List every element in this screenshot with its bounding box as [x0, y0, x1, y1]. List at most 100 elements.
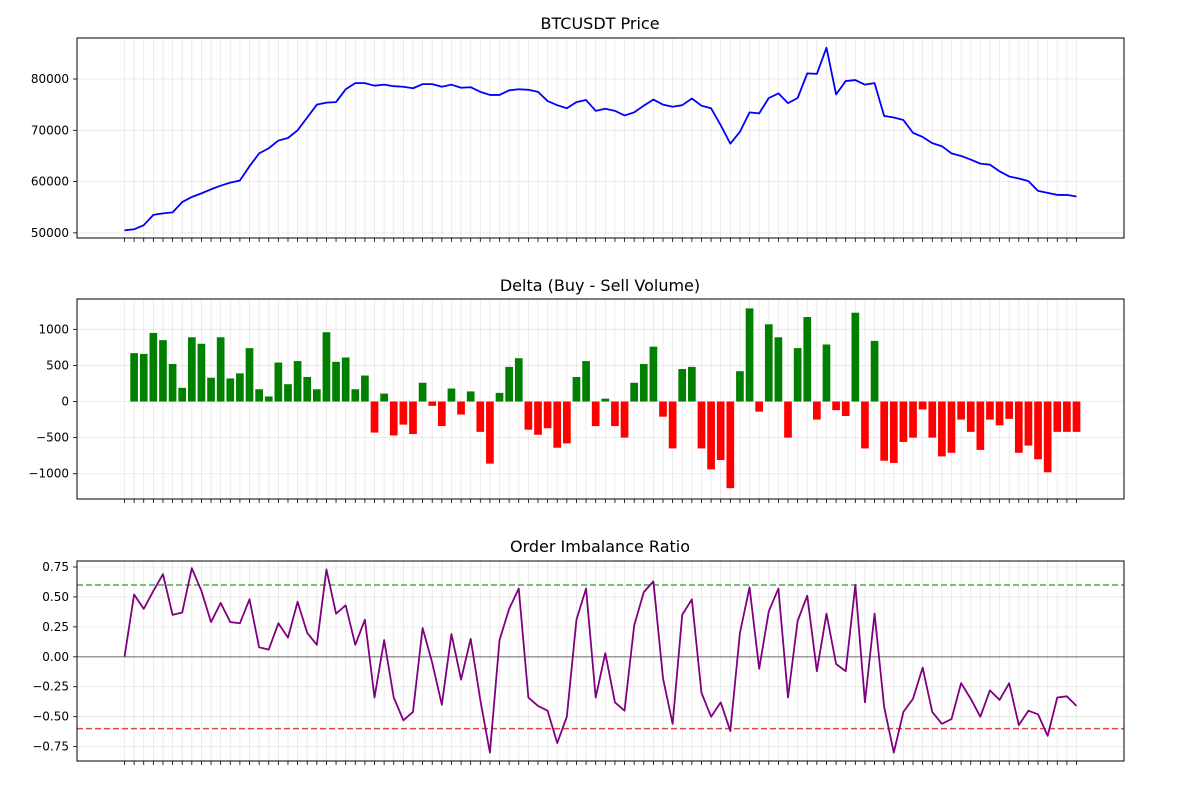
delta-bar — [784, 401, 792, 438]
series-line — [123, 567, 1078, 754]
delta-bar — [255, 389, 263, 402]
delta-bar — [409, 401, 417, 435]
y-tick-label: 0.75 — [42, 560, 69, 574]
delta-bar — [187, 337, 196, 402]
delta-bar — [495, 392, 504, 402]
delta-bar — [1014, 401, 1023, 453]
delta-bar — [428, 401, 437, 406]
delta-bar — [928, 401, 937, 438]
delta-bar — [976, 401, 985, 450]
delta-bar — [1072, 401, 1081, 432]
delta-bar — [591, 401, 600, 427]
delta-bar — [389, 401, 398, 436]
delta-bar — [793, 348, 802, 402]
imbalance-chart-panel: Order Imbalance Ratio −0.75 −0.50 −0.25 0.0… — [32, 537, 1125, 765]
delta-bar — [851, 312, 860, 402]
delta-bar — [149, 332, 158, 402]
delta-bar — [236, 373, 244, 402]
delta-bar — [207, 377, 215, 402]
delta-bar — [582, 361, 590, 402]
axes-frame — [76, 298, 1125, 500]
delta-bar — [130, 353, 138, 402]
delta-bar — [543, 401, 552, 429]
y-tick-label: 500 — [46, 358, 69, 372]
delta-bar — [168, 363, 177, 402]
y-tick-label: 70000 — [31, 123, 69, 137]
delta-bar — [572, 376, 581, 402]
y-tick-label: 50000 — [31, 226, 69, 240]
delta-bar — [1063, 401, 1071, 432]
price-chart-panel: BTCUSDT Price 50000 60000 70000 80000 — [31, 14, 1125, 242]
delta-bar — [351, 389, 360, 402]
delta-bar — [284, 384, 292, 402]
delta-bar — [466, 391, 475, 402]
axes-frame — [76, 37, 1125, 239]
delta-bar — [1005, 401, 1014, 419]
delta-bar — [918, 401, 927, 410]
delta-bar — [399, 401, 408, 425]
delta-bar — [505, 366, 513, 402]
delta-bar — [688, 366, 696, 402]
delta-bar — [1034, 401, 1042, 460]
y-tick-label: 60000 — [31, 175, 69, 189]
delta-bar — [957, 401, 965, 420]
delta-bar — [226, 378, 235, 402]
delta-bar — [899, 401, 908, 442]
y-tick-label: −0.75 — [32, 740, 69, 754]
delta-bar — [437, 401, 446, 427]
delta-bar — [197, 343, 206, 402]
delta-bar — [668, 401, 677, 449]
delta-bar — [418, 382, 427, 402]
delta-bar — [880, 401, 889, 461]
delta-bar — [870, 340, 879, 402]
y-tick-label: 1000 — [38, 322, 69, 336]
delta-bar — [534, 401, 542, 435]
y-tick-label: 0.00 — [42, 650, 69, 664]
y-tick-label: 80000 — [31, 72, 69, 86]
delta-bar — [293, 361, 302, 402]
delta-bar — [678, 369, 687, 402]
delta-bar — [361, 375, 369, 402]
delta-chart-title: Delta (Buy - Sell Volume) — [500, 276, 700, 295]
delta-bar — [764, 324, 773, 402]
delta-bar — [745, 308, 754, 402]
imbalance-chart-title: Order Imbalance Ratio — [510, 537, 690, 556]
delta-bar — [216, 337, 225, 402]
y-tick-label: 0 — [61, 395, 69, 409]
delta-bar — [178, 387, 187, 402]
delta-bar — [457, 401, 465, 415]
price-chart-title: BTCUSDT Price — [540, 14, 659, 33]
delta-bar — [601, 398, 610, 402]
delta-bar — [322, 332, 331, 402]
y-tick-label: −0.50 — [32, 710, 69, 724]
delta-bar — [813, 401, 821, 420]
delta-bar — [524, 401, 533, 430]
delta-bar — [341, 357, 350, 402]
delta-bar — [832, 401, 840, 411]
delta-bar — [312, 389, 321, 402]
delta-bar — [476, 401, 485, 432]
delta-bar — [332, 361, 340, 402]
delta-bar — [938, 401, 946, 457]
delta-bar — [841, 401, 850, 416]
y-tick-label: −500 — [36, 431, 69, 445]
series-line — [124, 46, 1077, 232]
delta-bar — [822, 344, 831, 402]
delta-bar — [447, 388, 456, 402]
delta-bar — [726, 401, 735, 489]
delta-bar — [649, 346, 658, 402]
delta-bar — [995, 401, 1004, 426]
delta-bar — [966, 401, 975, 432]
y-tick-label: 0.25 — [42, 620, 69, 634]
delta-bar — [909, 401, 917, 438]
delta-bar — [380, 393, 388, 402]
delta-bar — [1053, 401, 1062, 432]
delta-bar — [697, 401, 706, 449]
y-tick-label: 0.50 — [42, 590, 69, 604]
delta-bar — [889, 401, 898, 463]
delta-bar — [486, 401, 494, 464]
delta-bar — [264, 396, 273, 402]
delta-bar — [303, 376, 312, 402]
delta-bar — [1024, 401, 1033, 446]
delta-bar — [245, 348, 254, 402]
